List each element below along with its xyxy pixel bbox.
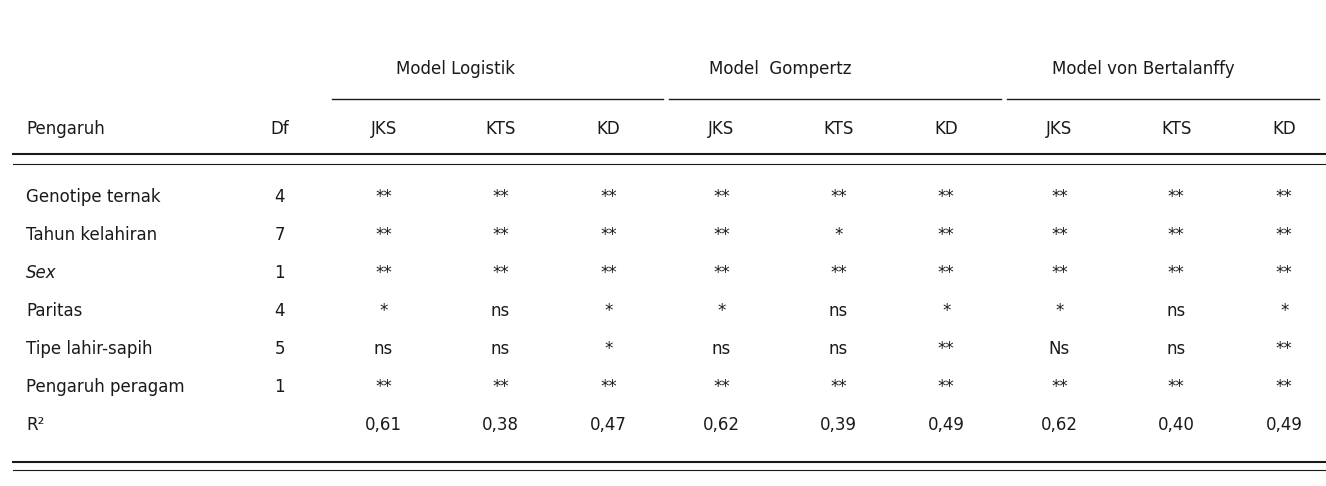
Text: KD: KD	[1272, 120, 1296, 138]
Text: **: **	[601, 188, 617, 207]
Text: Tahun kelahiran: Tahun kelahiran	[27, 226, 158, 244]
Text: *: *	[1280, 302, 1289, 320]
Text: 0,47: 0,47	[590, 416, 627, 434]
Text: **: **	[601, 264, 617, 282]
Text: **: **	[937, 378, 955, 396]
Text: R²: R²	[27, 416, 45, 434]
Text: **: **	[937, 264, 955, 282]
Text: KD: KD	[597, 120, 621, 138]
Text: KTS: KTS	[823, 120, 854, 138]
Text: Pengaruh: Pengaruh	[27, 120, 105, 138]
Text: **: **	[601, 226, 617, 244]
Text: **: **	[1276, 226, 1293, 244]
Text: 0,62: 0,62	[703, 416, 740, 434]
Text: **: **	[375, 188, 392, 207]
Text: ns: ns	[1167, 302, 1185, 320]
Text: **: **	[1052, 226, 1067, 244]
Text: ns: ns	[374, 340, 394, 358]
Text: **: **	[830, 264, 847, 282]
Text: **: **	[375, 226, 392, 244]
Text: ns: ns	[829, 340, 849, 358]
Text: **: **	[1168, 264, 1184, 282]
Text: *: *	[834, 226, 842, 244]
Text: 5: 5	[274, 340, 285, 358]
Text: 0,39: 0,39	[819, 416, 857, 434]
Text: JKS: JKS	[370, 120, 396, 138]
Text: **: **	[713, 226, 729, 244]
Text: **: **	[1276, 188, 1293, 207]
Text: JKS: JKS	[1046, 120, 1073, 138]
Text: **: **	[492, 264, 509, 282]
Text: ns: ns	[491, 340, 511, 358]
Text: **: **	[1168, 378, 1184, 396]
Text: **: **	[1052, 378, 1067, 396]
Text: **: **	[601, 378, 617, 396]
Text: ns: ns	[829, 302, 849, 320]
Text: **: **	[713, 378, 729, 396]
Text: **: **	[1276, 340, 1293, 358]
Text: **: **	[1168, 188, 1184, 207]
Text: **: **	[1052, 264, 1067, 282]
Text: ns: ns	[1167, 340, 1185, 358]
Text: 0,62: 0,62	[1041, 416, 1078, 434]
Text: Model  Gompertz: Model Gompertz	[708, 60, 851, 78]
Text: **: **	[375, 264, 392, 282]
Text: **: **	[375, 378, 392, 396]
Text: *: *	[717, 302, 725, 320]
Text: **: **	[830, 188, 847, 207]
Text: 0,49: 0,49	[1266, 416, 1302, 434]
Text: KTS: KTS	[485, 120, 516, 138]
Text: **: **	[1052, 188, 1067, 207]
Text: **: **	[937, 188, 955, 207]
Text: **: **	[937, 340, 955, 358]
Text: 0,49: 0,49	[928, 416, 965, 434]
Text: *: *	[379, 302, 387, 320]
Text: **: **	[492, 378, 509, 396]
Text: 1: 1	[274, 264, 285, 282]
Text: Paritas: Paritas	[27, 302, 82, 320]
Text: 1: 1	[274, 378, 285, 396]
Text: Model von Bertalanffy: Model von Bertalanffy	[1053, 60, 1235, 78]
Text: ns: ns	[712, 340, 731, 358]
Text: 7: 7	[274, 226, 285, 244]
Text: Pengaruh peragam: Pengaruh peragam	[27, 378, 184, 396]
Text: Genotipe ternak: Genotipe ternak	[27, 188, 160, 207]
Text: 4: 4	[274, 302, 285, 320]
Text: **: **	[492, 188, 509, 207]
Text: 4: 4	[274, 188, 285, 207]
Text: Tipe lahir-sapih: Tipe lahir-sapih	[27, 340, 152, 358]
Text: **: **	[1276, 264, 1293, 282]
Text: **: **	[830, 378, 847, 396]
Text: Model Logistik: Model Logistik	[395, 60, 514, 78]
Text: *: *	[605, 340, 613, 358]
Text: *: *	[941, 302, 951, 320]
Text: **: **	[1168, 226, 1184, 244]
Text: **: **	[1276, 378, 1293, 396]
Text: KD: KD	[935, 120, 959, 138]
Text: Df: Df	[271, 120, 289, 138]
Text: KTS: KTS	[1162, 120, 1192, 138]
Text: *: *	[1055, 302, 1063, 320]
Text: **: **	[937, 226, 955, 244]
Text: ns: ns	[491, 302, 511, 320]
Text: JKS: JKS	[708, 120, 735, 138]
Text: **: **	[713, 188, 729, 207]
Text: Ns: Ns	[1049, 340, 1070, 358]
Text: 0,38: 0,38	[483, 416, 518, 434]
Text: 0,61: 0,61	[365, 416, 402, 434]
Text: *: *	[605, 302, 613, 320]
Text: **: **	[713, 264, 729, 282]
Text: 0,40: 0,40	[1158, 416, 1195, 434]
Text: Sex: Sex	[27, 264, 57, 282]
Text: **: **	[492, 226, 509, 244]
